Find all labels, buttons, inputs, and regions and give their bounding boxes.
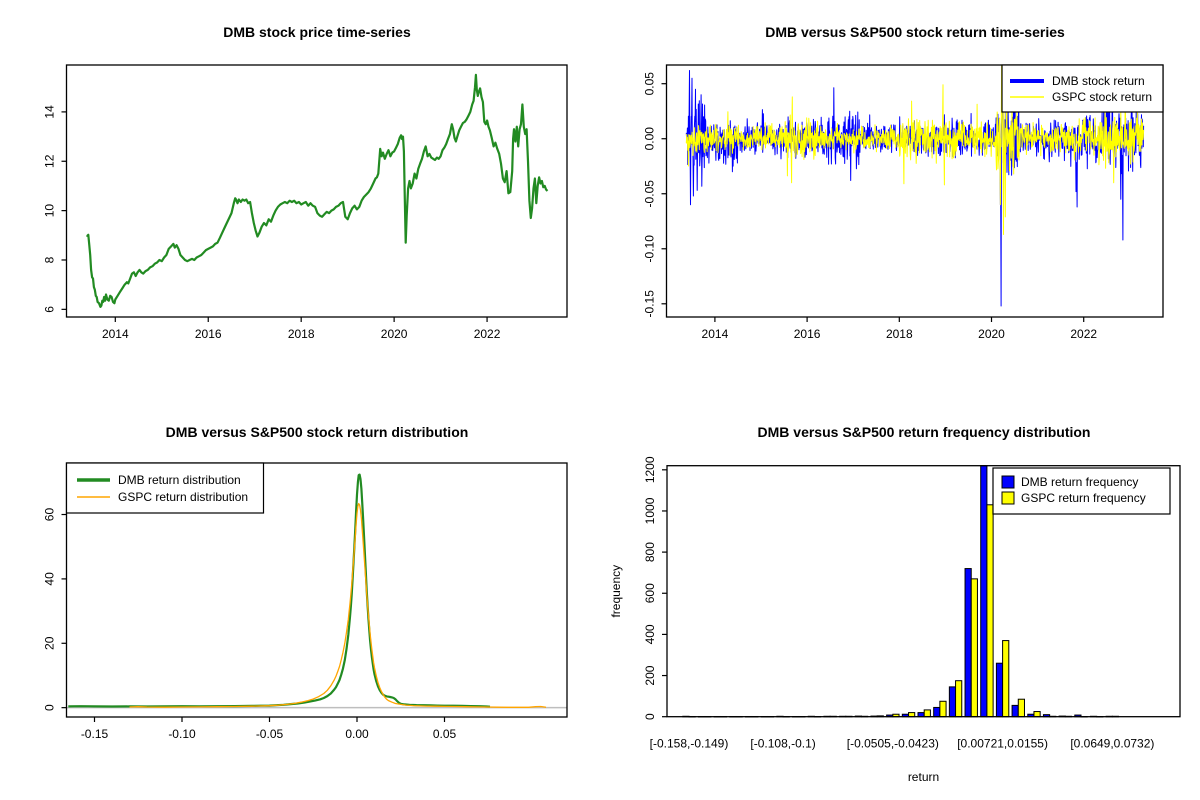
y-tick-label: 1200: [643, 456, 657, 483]
x-tick-label: -0.05: [256, 727, 284, 741]
panel-return-frequency: DMB versus S&P500 return frequency distr…: [609, 424, 1181, 784]
y-tick-label: 200: [643, 665, 657, 685]
bar-dmb: [995, 662, 1004, 718]
legend-box: [65, 462, 265, 514]
x-tick-label: 2014: [702, 327, 729, 341]
y-tick-label: 12: [43, 154, 57, 168]
x-tick-label: 2018: [886, 327, 913, 341]
plot-area-frequency: 0 200 400 600 800 1000 1200 [-0.158,-0.149) [-0.…: [609, 456, 1181, 784]
legend-distribution: DMB return distribution GSPC return dist…: [65, 462, 265, 514]
y-tick-label: 0.00: [643, 127, 657, 151]
y-tick-label: 0.05: [643, 72, 657, 96]
bar-dmb: [948, 686, 957, 718]
x-tick-label: 0.00: [345, 727, 369, 741]
y-tick-label: 14: [43, 105, 57, 119]
x-tick-label: 0.05: [433, 727, 457, 741]
x-tick-label: 2020: [978, 327, 1005, 341]
y-tick-label: 0: [43, 704, 57, 711]
bar-gspc: [955, 680, 963, 718]
bar-gspc: [970, 578, 978, 718]
y-tick-label: 8: [43, 256, 57, 263]
bin-label: [0.00721,0.0155): [957, 737, 1048, 751]
panel-price-timeseries: DMB stock price time-series 6 8 10 12 14 2014…: [43, 24, 568, 341]
x-tick-label: 2016: [195, 327, 222, 341]
legend-label-gspc: GSPC return frequency: [1021, 491, 1146, 505]
y-tick-label: 60: [43, 508, 57, 522]
y-axis-title: frequency: [609, 565, 623, 618]
bar-gspc: [1017, 698, 1025, 718]
y-tick-label: 1000: [643, 497, 657, 524]
plot-box: [665, 64, 1164, 318]
chart-title-returns: DMB versus S&P500 stock return time-seri…: [765, 24, 1065, 40]
x-tick-label: 2022: [474, 327, 501, 341]
legend-swatch-dmb: [1001, 475, 1015, 489]
y-tick-label: 6: [43, 306, 57, 313]
y-tick-label: -0.05: [643, 180, 657, 208]
x-tick-label: -0.10: [168, 727, 196, 741]
series-line: [85, 73, 549, 308]
y-tick-label: 0: [643, 713, 657, 720]
x-tick-label: -0.15: [81, 727, 109, 741]
y-tick-label: -0.10: [643, 235, 657, 263]
legend-frequency: DMB return frequency GSPC return frequen…: [992, 467, 1171, 515]
x-axis-title: return: [908, 770, 939, 784]
legend-label-dmb: DMB stock return: [1052, 74, 1145, 88]
bin-label: [-0.108,-0.1): [750, 737, 815, 751]
plot-box: [65, 462, 568, 718]
bin-label: [-0.158,-0.149): [650, 737, 729, 751]
chart-title-frequency: DMB versus S&P500 return frequency distr…: [758, 424, 1091, 440]
panel-return-timeseries: DMB versus S&P500 stock return time-seri…: [643, 24, 1164, 341]
legend-box: [1001, 64, 1164, 113]
chart-title-distribution: DMB versus S&P500 stock return distribut…: [166, 424, 469, 440]
y-tick-label: 40: [43, 572, 57, 586]
legend-swatch-gspc: [1001, 491, 1015, 505]
bar-gspc: [986, 504, 994, 718]
chart-title-price: DMB stock price time-series: [223, 24, 411, 40]
bin-label: [-0.0505,-0.0423): [847, 737, 939, 751]
plot-area-distribution: 0 20 40 60 -0.15 -0.10 -0.05 0.00 0.05: [43, 462, 568, 741]
x-tick-label: 2020: [381, 327, 408, 341]
plot-box: [666, 465, 1181, 718]
y-tick-label: 10: [43, 204, 57, 218]
plot-area-price: 6 8 10 12 14 2014 2016 2018 2020 2022: [43, 64, 568, 341]
x-tick-label: 2022: [1070, 327, 1097, 341]
plot-box: [65, 64, 568, 318]
bar-dmb: [933, 706, 941, 718]
bar-dmb: [1011, 704, 1019, 718]
bar-dmb: [964, 568, 972, 718]
plot-area-returns: 0.05 0.00 -0.05 -0.10 -0.15 2014 2016 2018 2020 2…: [643, 64, 1164, 341]
y-tick-label: 600: [643, 583, 657, 603]
legend-label-dmb: DMB return distribution: [118, 473, 241, 487]
legend-label-gspc: GSPC stock return: [1052, 90, 1152, 104]
x-tick-label: 2016: [794, 327, 821, 341]
bin-label: [0.0649,0.0732): [1070, 737, 1154, 751]
bar-gspc: [1033, 711, 1041, 718]
series-line: [685, 65, 1145, 235]
y-tick-label: 20: [43, 636, 57, 650]
panel-return-distribution: DMB versus S&P500 stock return distribut…: [43, 424, 568, 741]
bar-gspc: [939, 700, 947, 718]
bar-dmb: [980, 465, 988, 718]
x-tick-label: 2014: [102, 327, 129, 341]
bar-gspc: [1002, 640, 1010, 718]
legend-box: [992, 467, 1171, 515]
legend-label-dmb: DMB return frequency: [1021, 475, 1138, 489]
y-tick-label: 400: [643, 624, 657, 644]
x-tick-label: 2018: [288, 327, 315, 341]
legend-returns: DMB stock return GSPC stock return: [1001, 64, 1164, 113]
bar-gspc: [923, 709, 931, 718]
y-tick-label: 800: [643, 542, 657, 562]
y-tick-label: -0.15: [643, 290, 657, 318]
legend-label-gspc: GSPC return distribution: [118, 490, 248, 504]
series-line: [129, 502, 547, 708]
